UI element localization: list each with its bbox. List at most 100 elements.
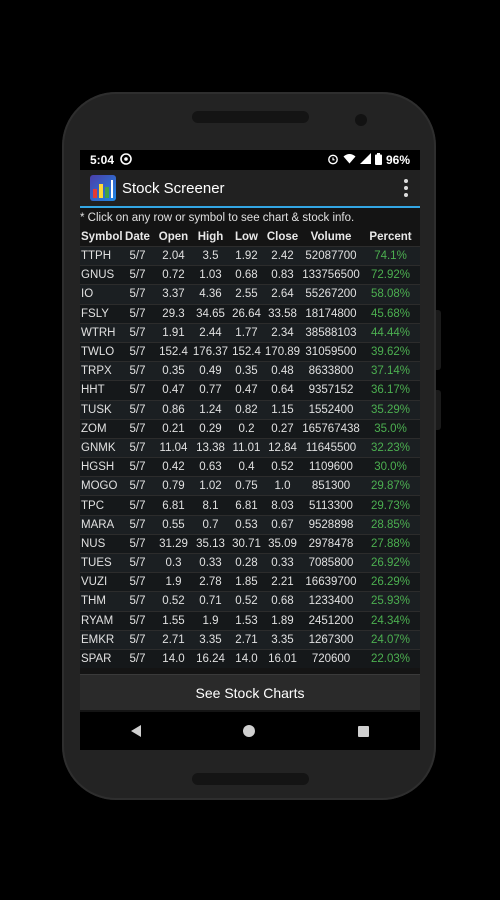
cell-percent: 58.08% bbox=[361, 284, 420, 305]
cell-symbol[interactable]: GNUS bbox=[80, 265, 120, 285]
cell-volume: 9357152 bbox=[301, 380, 361, 400]
table-row[interactable]: GNUS 5/7 0.72 1.03 0.68 0.83 133756500 72.92% bbox=[80, 265, 420, 285]
cell-open: 3.37 bbox=[155, 284, 192, 305]
cell-volume: 52087700 bbox=[301, 245, 361, 266]
table-row[interactable]: HHT 5/7 0.47 0.77 0.47 0.64 9357152 36.17% bbox=[80, 380, 420, 400]
cell-symbol[interactable]: SPAR bbox=[80, 648, 120, 669]
cell-date: 5/7 bbox=[120, 629, 155, 650]
table-row[interactable]: TPC 5/7 6.81 8.1 6.81 8.03 5113300 29.73% bbox=[80, 495, 420, 516]
status-time: 5:04 bbox=[90, 153, 115, 167]
cell-volume: 851300 bbox=[301, 476, 361, 496]
cell-close: 2.34 bbox=[264, 322, 301, 343]
cell-percent: 22.03% bbox=[361, 648, 420, 669]
cell-high: 35.13 bbox=[192, 533, 229, 554]
table-row[interactable]: RYAM 5/7 1.55 1.9 1.53 1.89 2451200 24.34% bbox=[80, 610, 420, 631]
cell-high: 1.03 bbox=[192, 265, 229, 285]
cell-symbol[interactable]: TUSK bbox=[80, 399, 120, 420]
cell-close: 0.48 bbox=[264, 361, 301, 381]
cell-close: 2.21 bbox=[264, 572, 301, 592]
cell-symbol[interactable]: HHT bbox=[80, 380, 120, 400]
cell-low: 0.35 bbox=[229, 361, 264, 381]
cell-symbol[interactable]: IO bbox=[80, 284, 120, 305]
cell-percent: 25.93% bbox=[361, 591, 420, 612]
overflow-menu-icon[interactable] bbox=[392, 179, 420, 197]
cell-volume: 1267300 bbox=[301, 629, 361, 650]
table-row[interactable]: NUS 5/7 31.29 35.13 30.71 35.09 2978478 27.88% bbox=[80, 533, 420, 554]
table-row[interactable]: VUZI 5/7 1.9 2.78 1.85 2.21 16639700 26.29% bbox=[80, 572, 420, 592]
table-row[interactable]: TTPH 5/7 2.04 3.5 1.92 2.42 52087700 74.1% bbox=[80, 245, 420, 266]
cell-symbol[interactable]: HGSH bbox=[80, 457, 120, 477]
table-row[interactable]: MARA 5/7 0.55 0.7 0.53 0.67 9528898 28.85% bbox=[80, 514, 420, 535]
table-row[interactable]: EMKR 5/7 2.71 3.35 2.71 3.35 1267300 24.07% bbox=[80, 629, 420, 650]
table-row[interactable]: THM 5/7 0.52 0.71 0.52 0.68 1233400 25.93% bbox=[80, 591, 420, 612]
cell-percent: 26.29% bbox=[361, 572, 420, 592]
cell-date: 5/7 bbox=[120, 284, 155, 305]
cell-symbol[interactable]: NUS bbox=[80, 533, 120, 554]
table-row[interactable]: HGSH 5/7 0.42 0.63 0.4 0.52 1109600 30.0% bbox=[80, 457, 420, 477]
cell-volume: 8633800 bbox=[301, 361, 361, 381]
cell-date: 5/7 bbox=[120, 322, 155, 343]
cell-high: 3.35 bbox=[192, 629, 229, 650]
column-header-date: Date bbox=[125, 230, 150, 243]
cell-symbol[interactable]: TRPX bbox=[80, 361, 120, 381]
cell-date: 5/7 bbox=[120, 361, 155, 381]
table-row[interactable]: MOGO 5/7 0.79 1.02 0.75 1.0 851300 29.87% bbox=[80, 476, 420, 496]
cell-close: 8.03 bbox=[264, 495, 301, 516]
cell-open: 0.3 bbox=[155, 552, 192, 573]
table-row[interactable]: ZOM 5/7 0.21 0.29 0.2 0.27 165767438 35.0% bbox=[80, 418, 420, 439]
cell-symbol[interactable]: TTPH bbox=[80, 245, 120, 266]
table-row[interactable]: WTRH 5/7 1.91 2.44 1.77 2.34 38588103 44.44% bbox=[80, 322, 420, 343]
cell-low: 0.47 bbox=[229, 380, 264, 400]
back-icon[interactable] bbox=[131, 725, 142, 737]
cell-symbol[interactable]: ZOM bbox=[80, 418, 120, 439]
cell-volume: 720600 bbox=[301, 648, 361, 669]
cell-open: 1.9 bbox=[155, 572, 192, 592]
screen: 5:04 96% Stock bbox=[80, 150, 420, 750]
bottom-speaker bbox=[192, 773, 309, 785]
see-stock-charts-button[interactable]: See Stock Charts bbox=[80, 674, 420, 710]
table-row[interactable]: FSLY 5/7 29.3 34.65 26.64 33.58 18174800 45.68% bbox=[80, 303, 420, 324]
cell-low: 26.64 bbox=[229, 303, 264, 324]
table-row[interactable]: TWLO 5/7 152.4 176.37 152.4 170.89 31059500 39.… bbox=[80, 341, 420, 362]
table-row[interactable]: TRPX 5/7 0.35 0.49 0.35 0.48 8633800 37.14% bbox=[80, 361, 420, 381]
cell-symbol[interactable]: GNMK bbox=[80, 437, 120, 458]
table-row[interactable]: GNMK 5/7 11.04 13.38 11.01 12.84 11645500 32.23… bbox=[80, 437, 420, 458]
cell-close: 1.89 bbox=[264, 610, 301, 631]
cell-open: 0.72 bbox=[155, 265, 192, 285]
cell-symbol[interactable]: RYAM bbox=[80, 610, 120, 631]
table-row[interactable]: SPAR 5/7 14.0 16.24 14.0 16.01 720600 22.03% bbox=[80, 648, 420, 669]
cell-volume: 1552400 bbox=[301, 399, 361, 420]
cell-symbol[interactable]: TWLO bbox=[80, 341, 120, 362]
cell-open: 0.21 bbox=[155, 418, 192, 439]
cell-low: 14.0 bbox=[229, 648, 264, 669]
cell-symbol[interactable]: EMKR bbox=[80, 629, 120, 650]
cell-symbol[interactable]: THM bbox=[80, 591, 120, 612]
cell-low: 1.85 bbox=[229, 572, 264, 592]
recents-icon[interactable] bbox=[357, 725, 369, 737]
cell-symbol[interactable]: VUZI bbox=[80, 572, 120, 592]
cell-symbol[interactable]: MARA bbox=[80, 514, 120, 535]
cell-date: 5/7 bbox=[120, 533, 155, 554]
cell-volume: 1233400 bbox=[301, 591, 361, 612]
cell-percent: 27.88% bbox=[361, 533, 420, 554]
column-header-low: Low bbox=[235, 230, 258, 243]
app-bar: Stock Screener bbox=[80, 170, 420, 208]
cell-date: 5/7 bbox=[120, 303, 155, 324]
cell-volume: 38588103 bbox=[301, 322, 361, 343]
cell-percent: 35.0% bbox=[361, 418, 420, 439]
cell-symbol[interactable]: FSLY bbox=[80, 303, 120, 324]
cell-low: 1.53 bbox=[229, 610, 264, 631]
cell-date: 5/7 bbox=[120, 514, 155, 535]
cell-date: 5/7 bbox=[120, 380, 155, 400]
cell-open: 1.91 bbox=[155, 322, 192, 343]
home-icon[interactable] bbox=[243, 725, 256, 737]
table-row[interactable]: TUES 5/7 0.3 0.33 0.28 0.33 7085800 26.92% bbox=[80, 552, 420, 573]
table-row[interactable]: TUSK 5/7 0.86 1.24 0.82 1.15 1552400 35.29% bbox=[80, 399, 420, 420]
cell-symbol[interactable]: MOGO bbox=[80, 476, 120, 496]
cell-symbol[interactable]: WTRH bbox=[80, 322, 120, 343]
cell-symbol[interactable]: TPC bbox=[80, 495, 120, 516]
table-row[interactable]: IO 5/7 3.37 4.36 2.55 2.64 55267200 58.08% bbox=[80, 284, 420, 305]
cell-percent: 45.68% bbox=[361, 303, 420, 324]
cell-volume: 31059500 bbox=[301, 341, 361, 362]
cell-symbol[interactable]: TUES bbox=[80, 552, 120, 573]
